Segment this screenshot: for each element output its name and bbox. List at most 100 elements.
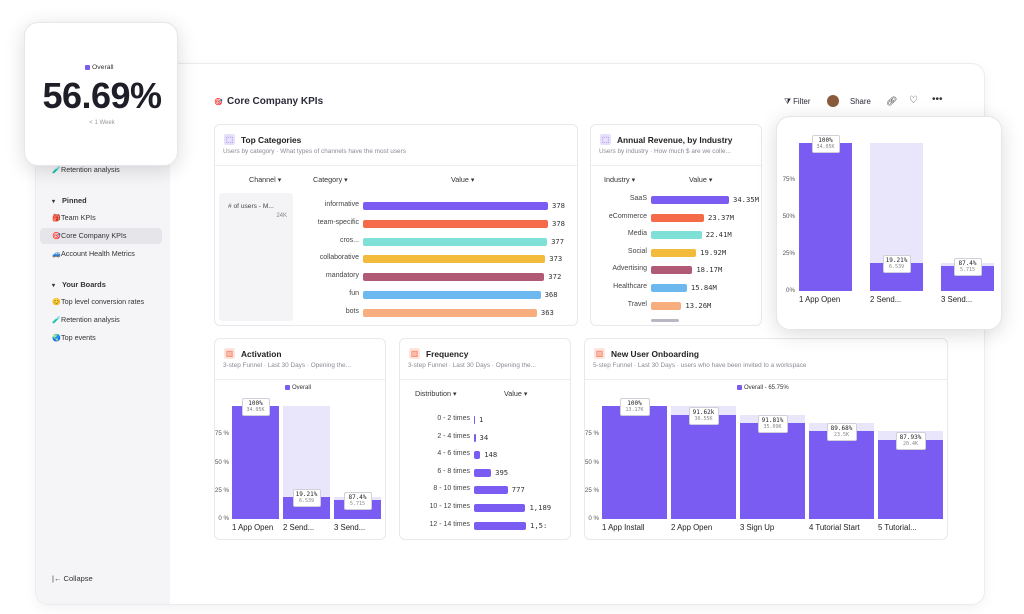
category-bar[interactable]	[363, 255, 546, 264]
distribution-bar[interactable]	[474, 521, 526, 530]
axis-tick-label: 75 %	[214, 430, 229, 438]
link-icon[interactable]: 🔗︎	[886, 96, 898, 106]
category-value: 368	[544, 290, 558, 299]
funnel-tag: 87.4% 5.715	[343, 492, 372, 511]
car-icon: 🚙	[52, 251, 61, 258]
sidebar-item-top-level-conversion-rates[interactable]: 😊Top level conversion rates	[40, 294, 162, 310]
funnel-count: 34.05K	[246, 407, 265, 413]
industry-bar[interactable]	[651, 301, 682, 310]
frequency-card[interactable]: ▥ Frequency 3-step Funnel · Last 30 Days…	[399, 338, 571, 540]
column-header-distribution[interactable]: Distribution ▾	[415, 389, 457, 398]
distribution-bar[interactable]	[474, 416, 475, 424]
distribution-bar[interactable]	[474, 433, 476, 442]
axis-tick-label: 25 %	[214, 486, 229, 494]
funnel-count: 6.539	[888, 263, 905, 270]
sidebar-item-team-kpis[interactable]: 🎒Team KPIs	[40, 210, 162, 226]
category-bar[interactable]	[363, 237, 548, 246]
category-bar[interactable]	[363, 219, 548, 228]
category-bar[interactable]	[363, 291, 541, 299]
industry-value: 13.26M	[685, 300, 712, 310]
axis-tick-label: 0%	[786, 287, 795, 294]
channel-cell: # of users - M... 24K	[219, 193, 293, 321]
share-button[interactable]: Share	[850, 97, 871, 106]
industry-bar[interactable]	[651, 266, 693, 275]
sidebar-item-retention-analysis-top[interactable]: 🧪Retention analysis	[40, 162, 162, 178]
funnel-bar[interactable]	[671, 415, 736, 519]
funnel-bar[interactable]	[602, 406, 667, 519]
column-header-value[interactable]: Value ▾	[689, 175, 713, 184]
floating-funnel-card[interactable]: 75% 50% 25% 0% 100% 34.05K 1 App Open 19.21% 6.5…	[776, 116, 1002, 330]
axis-tick-label: 0 %	[218, 515, 229, 522]
industry-bar[interactable]	[651, 213, 705, 222]
funnel-tag: 91.62k 36.55K	[688, 407, 719, 426]
industry-bar[interactable]	[651, 196, 729, 204]
annual-revenue-card[interactable]: ⬚ Annual Revenue, by Industry Users by i…	[590, 124, 762, 326]
smiley-icon: 😊	[52, 299, 61, 306]
distribution-bar[interactable]	[474, 504, 526, 512]
sidebar-item-retention-analysis[interactable]: 🧪Retention analysis	[40, 312, 162, 328]
category-label: team-specific	[317, 218, 359, 226]
funnel-icon: ▥	[594, 348, 605, 359]
distribution-bar[interactable]	[474, 486, 508, 495]
funnel-bar[interactable]	[809, 430, 874, 519]
funnel-pct: 89.68%	[830, 424, 853, 432]
avatar[interactable]	[827, 95, 839, 107]
page-title: 🎯 Core Company KPIs	[214, 96, 324, 107]
category-value: 373	[549, 254, 563, 264]
sidebar-item-top-events[interactable]: 🌏Top events	[40, 330, 162, 346]
industry-bar[interactable]	[651, 284, 687, 292]
funnel-step-label: 2 Send...	[283, 523, 315, 532]
funnel-pct: 100%	[818, 137, 833, 144]
column-header-industry[interactable]: Industry ▾	[604, 175, 636, 184]
sidebar-item-account-health-metrics[interactable]: 🚙Account Health Metrics	[40, 246, 162, 262]
category-bar[interactable]	[363, 308, 537, 317]
funnel-pct: 87.93%	[899, 433, 922, 441]
divider	[591, 165, 761, 166]
heart-icon[interactable]: ♡	[909, 95, 918, 106]
column-header-category[interactable]: Category ▾	[313, 175, 348, 184]
funnel-pct: 100%	[248, 400, 263, 407]
funnel-step-label: 4 Tutorial Start	[809, 523, 860, 532]
backpack-icon: 🎒	[52, 215, 61, 222]
chevron-down-icon: ▾	[52, 283, 56, 289]
column-header-value[interactable]: Value ▾	[504, 389, 528, 398]
distribution-bar[interactable]	[474, 451, 481, 460]
activation-card[interactable]: ▥ Activation 3-step Funnel · Last 30 Day…	[214, 338, 386, 540]
funnel-pct: 100%	[627, 400, 642, 407]
your-boards-heading[interactable]: ▾ Your Boards	[52, 280, 106, 289]
funnel-bar[interactable]	[232, 406, 279, 519]
funnel-bar[interactable]	[799, 143, 852, 291]
collapse-button[interactable]: |← Collapse	[52, 574, 93, 583]
industry-value: 34.35M	[733, 195, 759, 204]
industry-bar[interactable]	[651, 248, 697, 257]
funnel-pct: 91.81%	[761, 416, 784, 424]
category-bar[interactable]	[363, 273, 545, 282]
category-bar[interactable]	[363, 202, 548, 210]
column-header-value[interactable]: Value ▾	[451, 175, 475, 184]
funnel-bar[interactable]	[740, 422, 805, 519]
distribution-label: 10 - 12 times	[429, 503, 470, 510]
overall-kpi-card[interactable]: Overall 56.69% < 1 Week	[24, 22, 178, 166]
funnel-step-label: 3 Send...	[334, 523, 366, 532]
more-icon[interactable]: •••	[932, 94, 943, 105]
funnel-tag: 87.4% 5.715	[953, 258, 982, 277]
funnel-step-label: 2 Send...	[870, 295, 902, 304]
column-header-channel[interactable]: Channel ▾	[249, 175, 282, 184]
distribution-bar[interactable]	[474, 468, 492, 477]
distribution-label: 8 - 10 times	[433, 485, 470, 493]
card-subtitle: 5-step Funnel · Last 30 Days · users who…	[593, 362, 807, 369]
industry-bar[interactable]	[651, 231, 702, 240]
top-categories-card[interactable]: ⬚ Top Categories Users by category · Wha…	[214, 124, 578, 326]
pinned-heading[interactable]: ▾ Pinned	[52, 196, 87, 205]
filter-button[interactable]: ⧩ Filter	[784, 97, 811, 106]
distribution-value: 1,5:	[530, 520, 548, 530]
globe-icon: 🌏	[52, 335, 61, 342]
funnel-count: 20.4K	[902, 440, 919, 447]
card-subtitle: Users by category · What types of channe…	[223, 148, 406, 155]
funnel-bar[interactable]	[878, 439, 943, 519]
sidebar-item-core-company-kpis[interactable]: 🎯Core Company KPIs	[40, 228, 162, 244]
funnel-tag: 100% 34.05K	[241, 398, 270, 416]
onboarding-card[interactable]: ▥ New User Onboarding 5-step Funnel · La…	[584, 338, 948, 540]
distribution-label: 6 - 8 times	[437, 467, 470, 475]
category-label: bots	[345, 307, 359, 315]
